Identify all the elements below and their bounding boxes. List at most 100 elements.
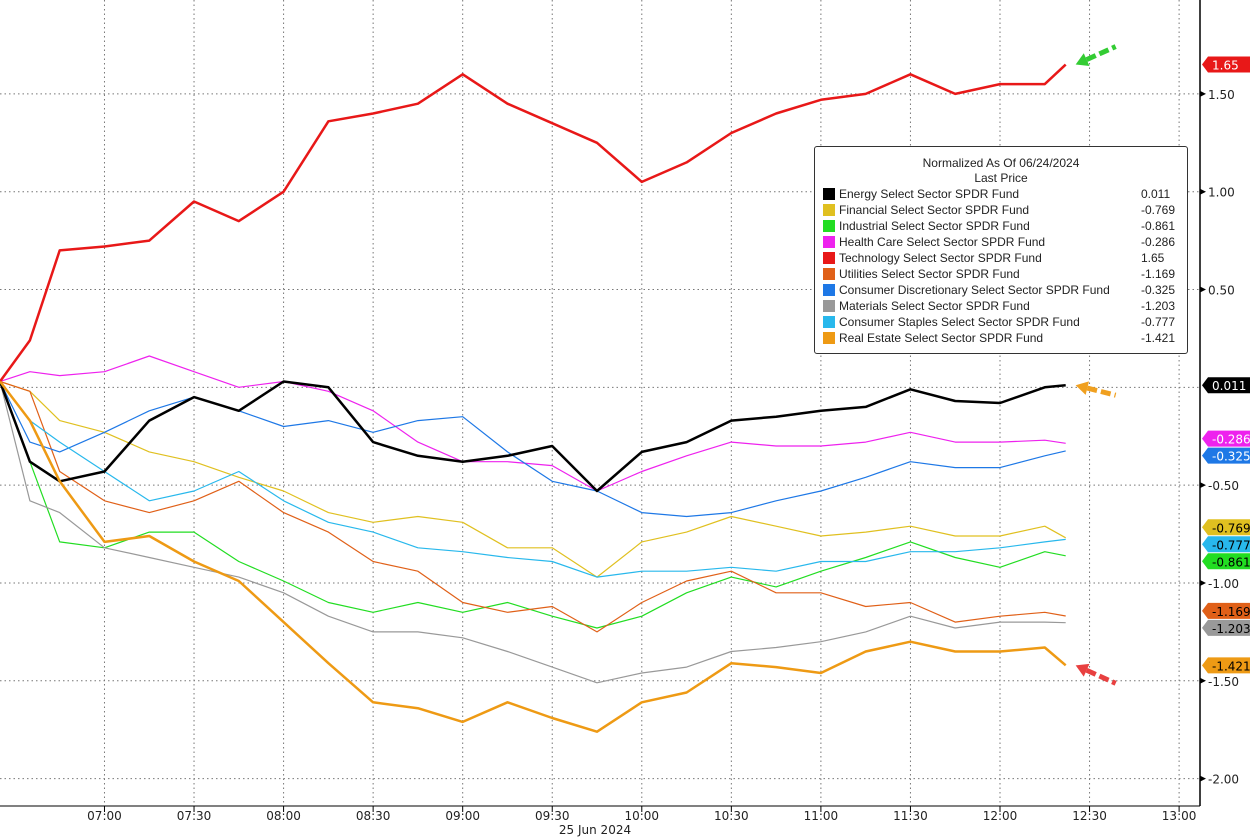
last-price-tag-label: -0.769	[1212, 521, 1251, 535]
y-tick-mark	[1200, 188, 1206, 195]
last-price-tag	[1202, 602, 1250, 619]
series-line	[0, 380, 1066, 493]
y-tick-mark	[1200, 482, 1206, 489]
legend-item: Consumer Discretionary Select Sector SPD…	[815, 282, 1187, 298]
legend-last-value: -1.203	[1141, 299, 1176, 313]
last-price-tag-label: -1.169	[1212, 605, 1251, 619]
legend-last-value: -0.777	[1141, 315, 1176, 329]
legend-last-value: -1.169	[1141, 267, 1176, 281]
legend-series-name: Consumer Discretionary Select Sector SPD…	[839, 283, 1110, 297]
y-tick-mark	[1200, 286, 1206, 293]
legend-subtitle: Last Price	[974, 171, 1028, 185]
x-tick-label: 09:30	[535, 809, 570, 823]
legend-title: Normalized As Of 06/24/2024	[922, 156, 1080, 170]
legend-series-name: Technology Select Sector SPDR Fund	[839, 251, 1042, 265]
x-tick-label: 11:00	[804, 809, 839, 823]
series-line	[0, 381, 1066, 518]
x-tick-label: 11:30	[893, 809, 928, 823]
legend-last-value: -0.286	[1141, 235, 1176, 249]
legend-series-name: Materials Select Sector SPDR Fund	[839, 299, 1030, 313]
legend-item: Technology Select Sector SPDR Fund 1.65	[815, 250, 1187, 266]
arrow-head-icon	[1075, 663, 1090, 677]
legend-last-value: -0.861	[1141, 219, 1176, 233]
gridlines	[0, 0, 1200, 806]
y-tick-label: -1.00	[1208, 577, 1239, 591]
series-line	[0, 355, 1066, 492]
legend-swatch	[823, 220, 835, 232]
x-tick-label: 10:30	[714, 809, 749, 823]
series-line	[0, 63, 1067, 383]
legend-swatch	[823, 188, 835, 200]
last-price-tags: 1.65 0.011 -0.286 -0.325 -0.769 -0.777 -0.861 -…	[1202, 56, 1251, 674]
x-tick-label: 08:00	[266, 809, 301, 823]
last-price-tag-label: -0.325	[1212, 450, 1251, 464]
annotation-arrows	[1075, 44, 1117, 686]
last-price-tag	[1202, 430, 1250, 447]
legend-series-name: Consumer Staples Select Sector SPDR Fund	[839, 315, 1080, 329]
x-tick-label: 08:30	[356, 809, 391, 823]
last-price-tag-label: -0.861	[1212, 555, 1251, 569]
legend-series-name: Utilities Select Sector SPDR Fund	[839, 267, 1020, 281]
last-price-tag-label: -1.203	[1212, 622, 1251, 636]
x-tick-label: 12:00	[983, 809, 1018, 823]
legend: Normalized As Of 06/24/2024 Last Price E…	[814, 146, 1188, 354]
arrow-shaft	[1085, 667, 1117, 686]
series-line	[0, 380, 1067, 733]
x-tick-label: 13:00	[1162, 809, 1197, 823]
legend-swatch	[823, 268, 835, 280]
legend-swatch	[823, 316, 835, 328]
y-tick-label: -0.50	[1208, 479, 1239, 493]
x-tick-label: 12:30	[1072, 809, 1107, 823]
legend-series-name: Financial Select Sector SPDR Fund	[839, 203, 1030, 217]
series-line	[0, 381, 1066, 578]
y-tick-label: -1.50	[1208, 675, 1239, 689]
series-line	[0, 380, 1066, 633]
last-price-tag-label: -0.286	[1212, 433, 1251, 447]
legend-item: Industrial Select Sector SPDR Fund -0.86…	[815, 218, 1187, 234]
last-price-tag	[1202, 519, 1250, 536]
legend-item: Materials Select Sector SPDR Fund -1.203	[815, 298, 1187, 314]
y-tick-mark	[1200, 677, 1206, 684]
x-tick-label: 07:00	[87, 809, 122, 823]
x-tick-label: 09:00	[445, 809, 480, 823]
legend-item: Consumer Staples Select Sector SPDR Fund…	[815, 314, 1187, 330]
y-tick-mark	[1200, 775, 1206, 782]
y-tick-label: 1.00	[1208, 186, 1235, 200]
last-price-tag-label: 1.65	[1212, 59, 1239, 73]
last-price-tag-label: -1.421	[1212, 659, 1251, 673]
legend-item: Real Estate Select Sector SPDR Fund -1.4…	[815, 330, 1187, 346]
last-price-tag	[1202, 553, 1250, 570]
x-tick-label: 07:30	[177, 809, 212, 823]
last-price-tag	[1202, 657, 1250, 674]
last-price-tag	[1202, 619, 1250, 636]
legend-series-name: Health Care Select Sector SPDR Fund	[839, 235, 1046, 249]
legend-swatch	[823, 204, 835, 216]
arrow-shaft	[1086, 385, 1117, 398]
legend-swatch	[823, 236, 835, 248]
last-price-tag	[1202, 56, 1250, 73]
series-lines	[0, 63, 1067, 733]
x-axis-label: 25 Jun 2024	[559, 823, 631, 837]
series-line	[0, 381, 1066, 629]
legend-series-name: Industrial Select Sector SPDR Fund	[839, 219, 1030, 233]
legend-swatch	[823, 252, 835, 264]
last-price-tag	[1202, 447, 1250, 464]
series-line	[0, 380, 1066, 578]
last-price-tag-label: 0.011	[1212, 379, 1246, 393]
arrow-shaft	[1085, 44, 1117, 62]
last-price-tag-label: -0.777	[1212, 538, 1251, 552]
legend-series-name: Real Estate Select Sector SPDR Fund	[839, 331, 1044, 345]
legend-item: Financial Select Sector SPDR Fund -0.769	[815, 202, 1187, 218]
y-tick-mark	[1200, 579, 1206, 586]
y-tick-label: 1.50	[1208, 88, 1235, 102]
legend-last-value: -0.325	[1141, 283, 1176, 297]
last-price-tag	[1202, 377, 1250, 394]
y-tick-label: -2.00	[1208, 773, 1239, 787]
y-axis-ticks: 1.50 1.00 0.50 -0.50 -1.00 -1.50 -2.00	[1200, 88, 1239, 787]
y-tick-label: 0.50	[1208, 284, 1235, 298]
legend-item: Energy Select Sector SPDR Fund 0.011	[815, 186, 1187, 202]
last-price-tag	[1202, 536, 1250, 553]
y-tick-mark	[1200, 90, 1206, 97]
legend-item: Health Care Select Sector SPDR Fund -0.2…	[815, 234, 1187, 250]
